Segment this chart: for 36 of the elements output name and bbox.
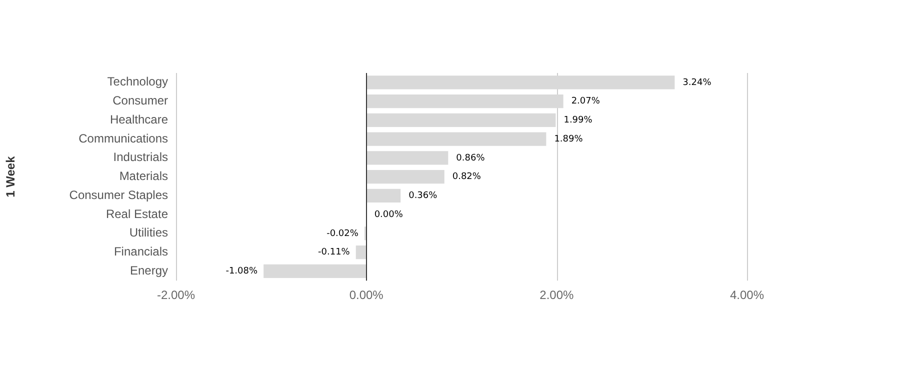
bar <box>366 76 675 90</box>
bar <box>366 151 448 165</box>
data-label: -1.08% <box>226 266 258 277</box>
data-label: 0.86% <box>456 153 486 164</box>
y-tick-label: Real Estate <box>106 206 168 221</box>
y-axis-title: 1 Week <box>4 156 18 198</box>
x-tick-label: 0.00% <box>349 288 384 302</box>
y-tick-label: Communications <box>78 131 168 146</box>
data-label: 2.07% <box>571 96 600 107</box>
bar <box>366 188 401 202</box>
data-label: -0.02% <box>326 228 359 239</box>
bar <box>366 170 444 184</box>
bar <box>366 132 546 146</box>
y-tick-label: Consumer Staples <box>69 188 168 202</box>
y-tick-label: Financials <box>114 244 168 259</box>
y-tick-label: Technology <box>107 74 168 89</box>
y-tick-label: Industrials <box>113 150 168 164</box>
x-tick-label: 2.00% <box>540 288 574 302</box>
data-label: 1.89% <box>554 134 584 144</box>
x-tick-label: 4.00% <box>730 288 764 302</box>
bar <box>366 113 556 127</box>
bar <box>366 94 564 108</box>
bar <box>264 264 366 278</box>
y-tick-label: Utilities <box>129 226 168 240</box>
y-tick-label: Materials <box>119 169 168 184</box>
data-label: 1.99% <box>564 116 593 126</box>
data-label: 3.24% <box>682 78 712 88</box>
data-label: 0.36% <box>408 191 438 202</box>
y-tick-label: Energy <box>130 263 168 278</box>
bar <box>356 245 366 260</box>
x-tick-label: -2.00% <box>156 288 196 302</box>
data-label: 0.00% <box>374 210 404 220</box>
y-tick-label: Healthcare <box>110 112 168 126</box>
data-label: 0.82% <box>452 172 482 182</box>
data-label: -0.11% <box>318 248 350 258</box>
y-tick-label: Consumer <box>112 94 168 108</box>
